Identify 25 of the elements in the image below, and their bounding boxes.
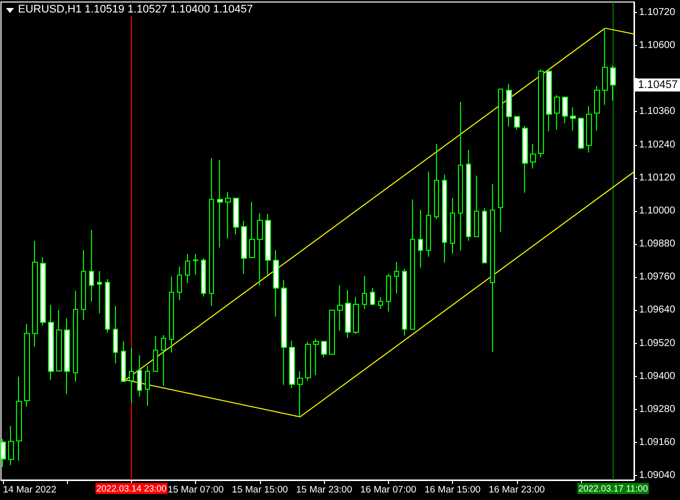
ref-line-label: 2022.03.17 11:00 [578, 484, 648, 494]
y-tick-label: 1.09400 [639, 370, 676, 382]
y-tick-label: 1.09280 [639, 404, 676, 415]
x-tick-label: 16 Mar 23:00 [488, 484, 545, 496]
x-tick-label: 15 Mar 23:00 [296, 484, 352, 496]
x-tick-label: 16 Mar 07:00 [360, 484, 416, 496]
text: 1.10457 [638, 78, 678, 91]
y-tick-label: 1.10000 [639, 205, 676, 216]
y-tick-label: 1.10360 [639, 106, 676, 118]
y-tick-label: 1.10120 [639, 172, 676, 184]
y-tick-label: 1.09040 [639, 470, 676, 482]
y-tick-label: 1.09880 [639, 238, 676, 250]
y-tick-label: 1.09160 [639, 437, 676, 448]
y-tick-label: 1.10720 [639, 6, 676, 18]
y-tick-label: 1.09640 [639, 304, 676, 316]
ref-line-label: 2022.03.14 23:00 [96, 484, 166, 494]
x-tick-label: 15 Mar 15:00 [232, 484, 288, 496]
y-tick-label: 1.10600 [639, 40, 676, 52]
y-tick-label: 1.10240 [639, 139, 676, 150]
y-tick-label: 1.09760 [639, 272, 676, 283]
y-tick-label: 1.09520 [639, 338, 676, 349]
x-tick-label: 14 Mar 2022 [3, 484, 56, 496]
x-tick-label: 16 Mar 15:00 [424, 484, 481, 496]
x-tick-label: 15 Mar 07:00 [168, 484, 224, 496]
chart-title: EURUSD,H1 1.10519 1.10527 1.10400 1.10457 [18, 4, 253, 16]
